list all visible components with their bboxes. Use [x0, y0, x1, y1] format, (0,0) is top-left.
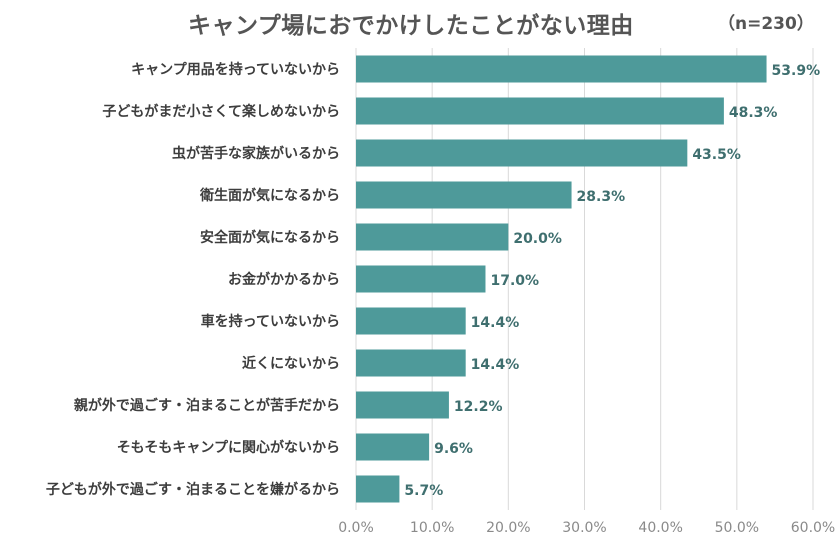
- data-label: 14.4%: [471, 315, 520, 331]
- category-label: 子どもがまだ小さくて楽しめないから: [102, 103, 340, 120]
- data-label: 43.5%: [692, 147, 741, 163]
- bar: [356, 265, 486, 293]
- x-tick-label: 20.0%: [486, 520, 530, 536]
- data-label: 48.3%: [729, 105, 778, 121]
- bar: [356, 181, 572, 209]
- bar: [356, 307, 466, 335]
- x-tick-label: 60.0%: [791, 520, 835, 536]
- data-label: 5.7%: [404, 483, 443, 499]
- chart-title: キャンプ場におでかけしたことがない理由: [188, 13, 634, 39]
- data-label: 12.2%: [454, 399, 503, 415]
- bar: [356, 55, 767, 83]
- data-label: 17.0%: [490, 273, 539, 289]
- data-label: 28.3%: [577, 189, 626, 205]
- data-label: 14.4%: [471, 357, 520, 373]
- x-tick-label: 0.0%: [338, 520, 374, 536]
- bar: [356, 391, 449, 419]
- category-label: そもそもキャンプに関心がないから: [117, 439, 340, 456]
- bar: [356, 97, 724, 125]
- category-label: 近くにないから: [242, 355, 340, 372]
- bar: [356, 475, 400, 503]
- category-label: 虫が苦手な家族がいるから: [172, 145, 340, 162]
- category-label: 車を持っていないから: [201, 313, 340, 330]
- bar: [356, 433, 430, 461]
- category-label: 安全面が気になるから: [200, 229, 340, 246]
- bar: [356, 223, 509, 251]
- category-label: お金がかかるから: [228, 271, 340, 288]
- category-label: 親が外で過ごす・泊まることが苦手だから: [74, 397, 340, 414]
- bar: [356, 349, 466, 377]
- data-label: 9.6%: [434, 441, 473, 457]
- bar: [356, 139, 688, 167]
- category-label: 衛生面が気になるから: [199, 187, 340, 204]
- sample-size-note: （n=230）: [718, 14, 814, 34]
- category-label: キャンプ用品を持っていないから: [131, 61, 340, 78]
- data-label: 20.0%: [513, 231, 562, 247]
- x-tick-label: 50.0%: [715, 520, 759, 536]
- x-tick-label: 10.0%: [410, 520, 454, 536]
- x-tick-label: 30.0%: [562, 520, 606, 536]
- data-label: 53.9%: [772, 63, 821, 79]
- x-tick-label: 40.0%: [638, 520, 682, 536]
- category-label: 子どもが外で過ごす・泊まることを嫌がるから: [46, 481, 340, 498]
